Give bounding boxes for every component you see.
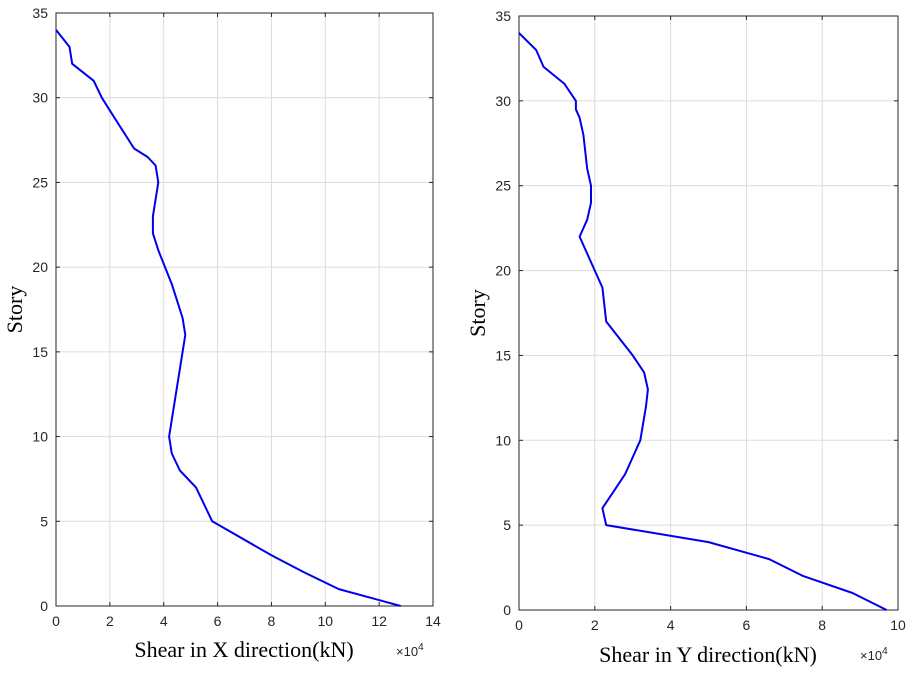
chart-x-ytick-label-2: 10 xyxy=(32,429,48,445)
chart-x-xtick-label-6: 12 xyxy=(371,613,387,629)
chart-x-xtick-label-7: 14 xyxy=(425,613,441,629)
chart-x-ytick-label-4: 20 xyxy=(32,259,48,275)
chart-y-ylabel: Story xyxy=(465,289,490,337)
chart-y-xlabel: Shear in Y direction(kN) xyxy=(599,642,817,667)
chart-y-x-exponent-base: ×10 xyxy=(860,648,882,663)
chart-x-x-exponent-base: ×10 xyxy=(396,644,418,659)
chart-x-ylabel: Story xyxy=(2,286,27,334)
chart-x-ytick-label-1: 5 xyxy=(40,513,48,529)
chart-x-xtick-label-2: 4 xyxy=(160,613,168,629)
chart-y-axes-box xyxy=(518,15,899,611)
chart-y-ytick-label-2: 10 xyxy=(495,432,511,448)
chart-y-series-line-0 xyxy=(518,32,888,611)
chart-x-xtick-label-5: 10 xyxy=(317,613,333,629)
chart-y-xtick-label-3: 6 xyxy=(743,617,751,633)
chart-y-ytick-label-6: 30 xyxy=(495,93,511,109)
chart-y-xtick-label-4: 8 xyxy=(818,617,826,633)
chart-x-ytick-label-0: 0 xyxy=(40,598,48,614)
chart-y-ytick-label-3: 15 xyxy=(495,347,511,363)
chart-x-xtick-label-3: 6 xyxy=(214,613,222,629)
chart-x-x-exponent-power: 4 xyxy=(418,642,424,653)
chart-y-xtick-label-5: 10 xyxy=(890,617,906,633)
chart-x-xtick-label-4: 8 xyxy=(268,613,276,629)
chart-x: 0 2 4 6 8 10 12 14 0 5 10 15 20 25 30 35 Shear in X dire… xyxy=(2,5,441,662)
chart-y-ytick-label-7: 35 xyxy=(495,8,511,24)
chart-y-xtick-label-2: 4 xyxy=(667,617,675,633)
chart-y: 0 2 4 6 8 10 0 5 10 15 20 25 30 35 Shear in Y directio… xyxy=(465,8,906,667)
chart-x-ytick-label-6: 30 xyxy=(32,90,48,106)
chart-y-xtick-label-0: 0 xyxy=(515,617,523,633)
chart-x-ytick-label-3: 15 xyxy=(32,344,48,360)
chart-x-xtick-label-1: 2 xyxy=(106,613,114,629)
chart-x-series-line-0 xyxy=(55,29,401,607)
chart-x-xlabel: Shear in X direction(kN) xyxy=(134,637,353,662)
chart-x-x-exponent: ×104 xyxy=(396,642,424,659)
chart-y-x-exponent-power: 4 xyxy=(882,646,888,657)
chart-x-ytick-label-5: 25 xyxy=(32,174,48,190)
chart-y-x-exponent: ×104 xyxy=(860,646,888,663)
chart-y-ytick-label-1: 5 xyxy=(503,517,511,533)
chart-x-xtick-label-0: 0 xyxy=(52,613,60,629)
chart-y-ytick-label-4: 20 xyxy=(495,263,511,279)
chart-x-axes-box xyxy=(55,12,434,607)
chart-y-ytick-label-5: 25 xyxy=(495,178,511,194)
chart-x-ytick-label-7: 35 xyxy=(32,5,48,21)
chart-y-ytick-label-0: 0 xyxy=(503,602,511,618)
chart-y-xtick-label-1: 2 xyxy=(591,617,599,633)
